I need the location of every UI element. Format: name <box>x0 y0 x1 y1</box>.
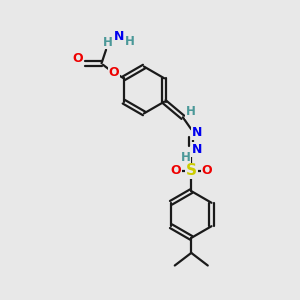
Text: N: N <box>192 126 202 140</box>
Text: O: O <box>109 66 119 80</box>
Text: H: H <box>124 35 134 48</box>
Text: H: H <box>185 105 195 119</box>
Text: S: S <box>186 164 197 178</box>
Text: O: O <box>170 164 181 178</box>
Text: O: O <box>202 164 212 178</box>
Text: H: H <box>103 36 112 49</box>
Text: N: N <box>192 143 202 156</box>
Text: O: O <box>72 52 83 65</box>
Text: H: H <box>181 151 191 164</box>
Text: N: N <box>113 30 124 44</box>
